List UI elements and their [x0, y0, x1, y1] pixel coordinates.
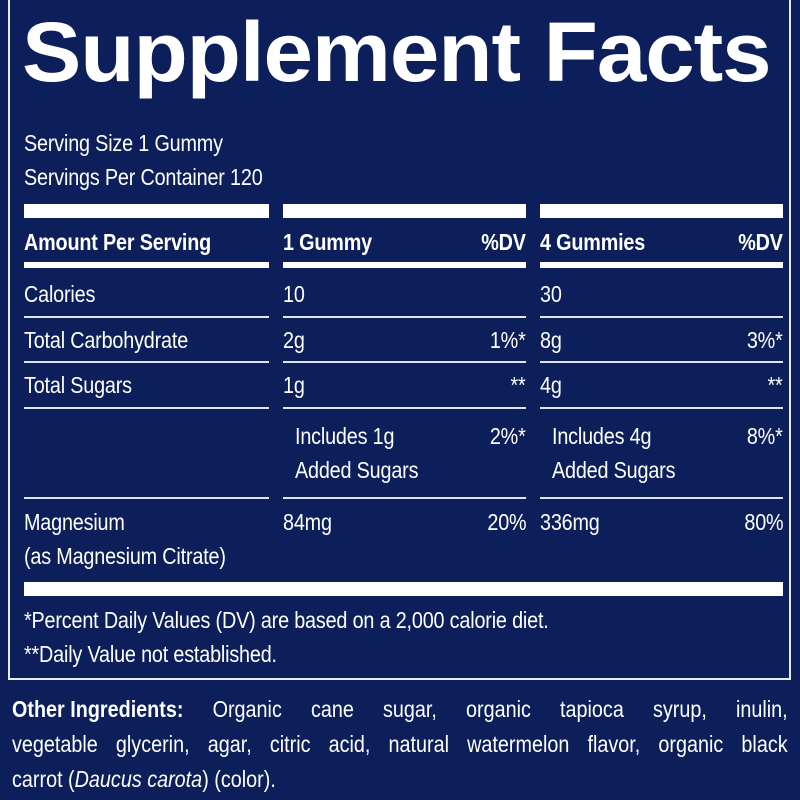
added-sugars-1-line1: Includes 1g: [295, 423, 395, 449]
ingredient-word: natural: [388, 731, 450, 757]
added-sugars-1-line2: Added Sugars: [295, 457, 419, 483]
row-name: Magnesium: [24, 509, 125, 535]
ingredient-word: watermelon: [467, 731, 570, 757]
divider: [540, 316, 783, 318]
row-value-1: 2g: [283, 327, 305, 353]
row-dv-2: 8%*: [747, 423, 783, 449]
ingredients-line3: carrot (: [12, 766, 75, 792]
row-name: Total Sugars: [24, 372, 132, 398]
divider: [283, 361, 526, 363]
row-value-2: 8g: [540, 327, 562, 353]
divider: [24, 262, 269, 268]
divider: [24, 582, 783, 596]
header-dv1: %DV: [481, 229, 526, 255]
divider: [24, 361, 269, 363]
header-amount: Amount Per Serving: [24, 229, 212, 255]
ingredient-word: Organic: [212, 696, 282, 722]
divider: [283, 204, 526, 218]
row-name-detail: (as Magnesium Citrate): [24, 543, 226, 569]
ingredient-word: inulin,: [735, 696, 788, 722]
row-dv-1: 1%*: [490, 327, 526, 353]
supplement-facts-panel: [8, 0, 791, 680]
row-name: Total Carbohydrate: [24, 327, 189, 353]
ingredient-word: black: [741, 731, 788, 757]
divider: [540, 361, 783, 363]
divider: [283, 407, 526, 409]
header-col2: 4 Gummies: [540, 229, 646, 255]
ingredient-word: glycerin,: [115, 731, 190, 757]
panel-title: Supplement Facts: [22, 5, 772, 99]
ingredient-word: syrup,: [652, 696, 707, 722]
divider: [283, 262, 526, 268]
row-dv-2: 3%*: [747, 327, 783, 353]
ingredient-word: flavor,: [587, 731, 641, 757]
footnote-dv: *Percent Daily Values (DV) are based on …: [24, 607, 549, 633]
ingredient-word: sugar,: [383, 696, 437, 722]
divider: [24, 407, 269, 409]
header-dv2: %DV: [738, 229, 783, 255]
row-value-1: 10: [283, 281, 305, 307]
ingredients-latin-name: Daucus carota: [74, 766, 203, 792]
added-sugars-2-line2: Added Sugars: [552, 457, 676, 483]
divider: [283, 316, 526, 318]
row-dv-1: 2%*: [490, 423, 526, 449]
header-col1: 1 Gummy: [283, 229, 372, 255]
divider: [540, 407, 783, 409]
divider: [24, 204, 269, 218]
ingredient-word: organic: [658, 731, 724, 757]
ingredient-word: acid,: [328, 731, 371, 757]
ingredient-word: agar,: [207, 731, 252, 757]
divider: [540, 204, 783, 218]
ingredient-word: citric: [269, 731, 311, 757]
divider: [24, 316, 269, 318]
other-ingredients: Other Ingredients: Organic cane sugar, orga…: [12, 692, 788, 797]
row-value-1: 1g: [283, 372, 305, 398]
divider: [540, 262, 783, 268]
added-sugars-2-line1: Includes 4g: [552, 423, 652, 449]
row-value-2: 30: [540, 281, 562, 307]
ingredients-line3-end: ) (color).: [202, 766, 276, 792]
row-value-1: 84mg: [283, 509, 332, 535]
footnote-not-established: **Daily Value not established.: [24, 641, 277, 667]
divider: [24, 497, 269, 499]
row-dv-2: **: [767, 372, 783, 398]
divider: [540, 497, 783, 499]
row-dv-1: 20%: [486, 509, 526, 535]
ingredient-word: organic: [466, 696, 531, 722]
ingredient-word: vegetable: [12, 731, 98, 757]
divider: [283, 497, 526, 499]
row-value-2: 336mg: [540, 509, 600, 535]
ingredients-label: Other Ingredients:: [12, 696, 184, 722]
row-value-2: 4g: [540, 372, 562, 398]
ingredient-word: tapioca: [560, 696, 624, 722]
row-dv-1: **: [510, 372, 526, 398]
servings-per-container: Servings Per Container 120: [24, 164, 263, 190]
row-name: Calories: [24, 281, 96, 307]
serving-size: Serving Size 1 Gummy: [24, 130, 223, 156]
row-dv-2: 80%: [743, 509, 783, 535]
ingredient-word: cane: [310, 696, 354, 722]
